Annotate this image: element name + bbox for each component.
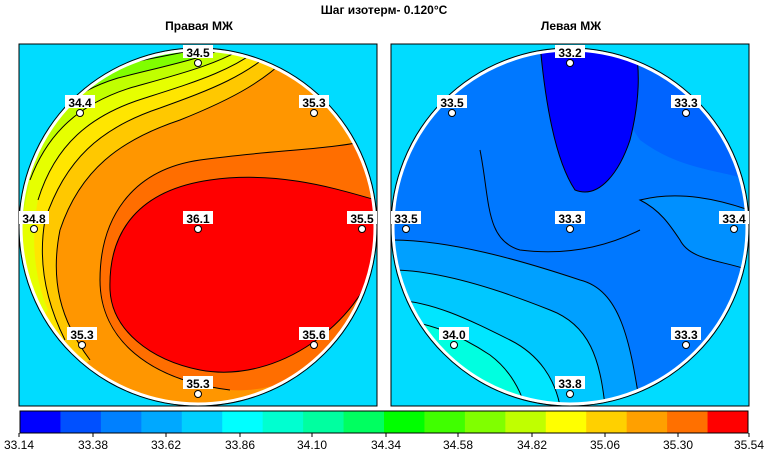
measure-value: 33.5: [440, 96, 464, 110]
colorbar-tick-label: 33.86: [225, 438, 255, 452]
colorbar-swatch: [262, 411, 304, 433]
colorbar-swatch: [586, 411, 628, 433]
colorbar-swatch: [464, 411, 506, 433]
colorbar-swatch: [667, 411, 709, 433]
measure-point-right-upper-left: 34.4: [65, 95, 95, 117]
colorbar-swatch: [505, 411, 547, 433]
measure-point-left-top: 33.2: [555, 45, 585, 67]
colorbar-tick-label: 33.38: [78, 438, 108, 452]
measure-point-right-bottom: 35.3: [183, 376, 213, 398]
measure-value: 34.8: [22, 212, 46, 226]
measure-point-left-lower-left: 34.0: [439, 327, 469, 349]
measure-point-right-upper-right: 35.3: [299, 95, 329, 117]
right-breast-title: Правая МЖ: [165, 19, 233, 33]
colorbar-swatch: [424, 411, 466, 433]
measure-value: 33.8: [558, 377, 582, 391]
measure-value: 33.4: [722, 212, 746, 226]
measure-point-left-bottom: 33.8: [555, 376, 585, 398]
measure-value: 35.6: [302, 328, 326, 342]
colorbar-tick-label: 34.58: [443, 438, 473, 452]
colorbar-swatch: [100, 411, 142, 433]
colorbar-tick-label: 35.06: [590, 438, 620, 452]
measure-value: 35.3: [302, 96, 326, 110]
measure-value: 33.5: [394, 212, 418, 226]
colorbar-frame: [19, 410, 749, 434]
measure-value: 34.0: [442, 328, 466, 342]
colorbar-swatch: [181, 411, 223, 433]
measure-point-left-center: 33.3: [555, 211, 585, 233]
colorbar-swatch: [545, 411, 587, 433]
colorbar-swatch: [303, 411, 345, 433]
measure-point-left-upper-left: 33.5: [437, 95, 467, 117]
measure-value: 33.3: [674, 328, 698, 342]
colorbar-tick-label: 34.34: [371, 438, 401, 452]
left-breast-title: Левая МЖ: [540, 19, 602, 33]
colorbar-swatch: [707, 411, 749, 433]
measure-point-left-right: 33.4: [719, 211, 749, 233]
measure-value: 34.5: [186, 46, 210, 60]
measure-point-left-upper-right: 33.3: [671, 95, 701, 117]
colorbar-swatch: [384, 411, 425, 433]
colorbar-swatch: [343, 411, 385, 433]
measure-point-right-lower-left: 35.3: [67, 327, 97, 349]
colorbar-swatch: [20, 411, 61, 433]
colorbar-swatch: [222, 411, 264, 433]
colorbar-tick-label: 33.14: [4, 438, 34, 452]
colorbar-tick-label: 35.54: [734, 438, 764, 452]
colorbar-tick-label: 34.10: [297, 438, 327, 452]
measure-point-right-center: 36.1: [183, 211, 213, 233]
measure-value: 35.3: [70, 328, 94, 342]
chart-title: Шаг изотерм- 0.120°C: [320, 3, 448, 17]
measure-value: 33.3: [558, 212, 582, 226]
colorbar-tick-label: 33.62: [151, 438, 181, 452]
measure-value: 33.3: [674, 96, 698, 110]
measure-value: 35.3: [186, 377, 210, 391]
measure-point-right-left: 34.8: [19, 211, 49, 233]
measure-value: 34.4: [68, 96, 92, 110]
colorbar-tick-label: 35.30: [663, 438, 693, 452]
colorbar-swatch: [60, 411, 102, 433]
measure-point-right-right: 35.5: [347, 211, 377, 233]
colorbar-swatch: [141, 411, 183, 433]
measure-value: 35.5: [350, 212, 374, 226]
colorbar-tick-label: 34.82: [517, 438, 547, 452]
measure-point-right-lower-right: 35.6: [299, 327, 329, 349]
measure-point-right-top: 34.5: [183, 45, 213, 67]
measure-value: 36.1: [186, 212, 210, 226]
measure-point-left-left: 33.5: [391, 211, 421, 233]
colorbar-swatch: [626, 411, 668, 433]
measure-value: 33.2: [558, 46, 582, 60]
measure-point-left-lower-right: 33.3: [671, 327, 701, 349]
